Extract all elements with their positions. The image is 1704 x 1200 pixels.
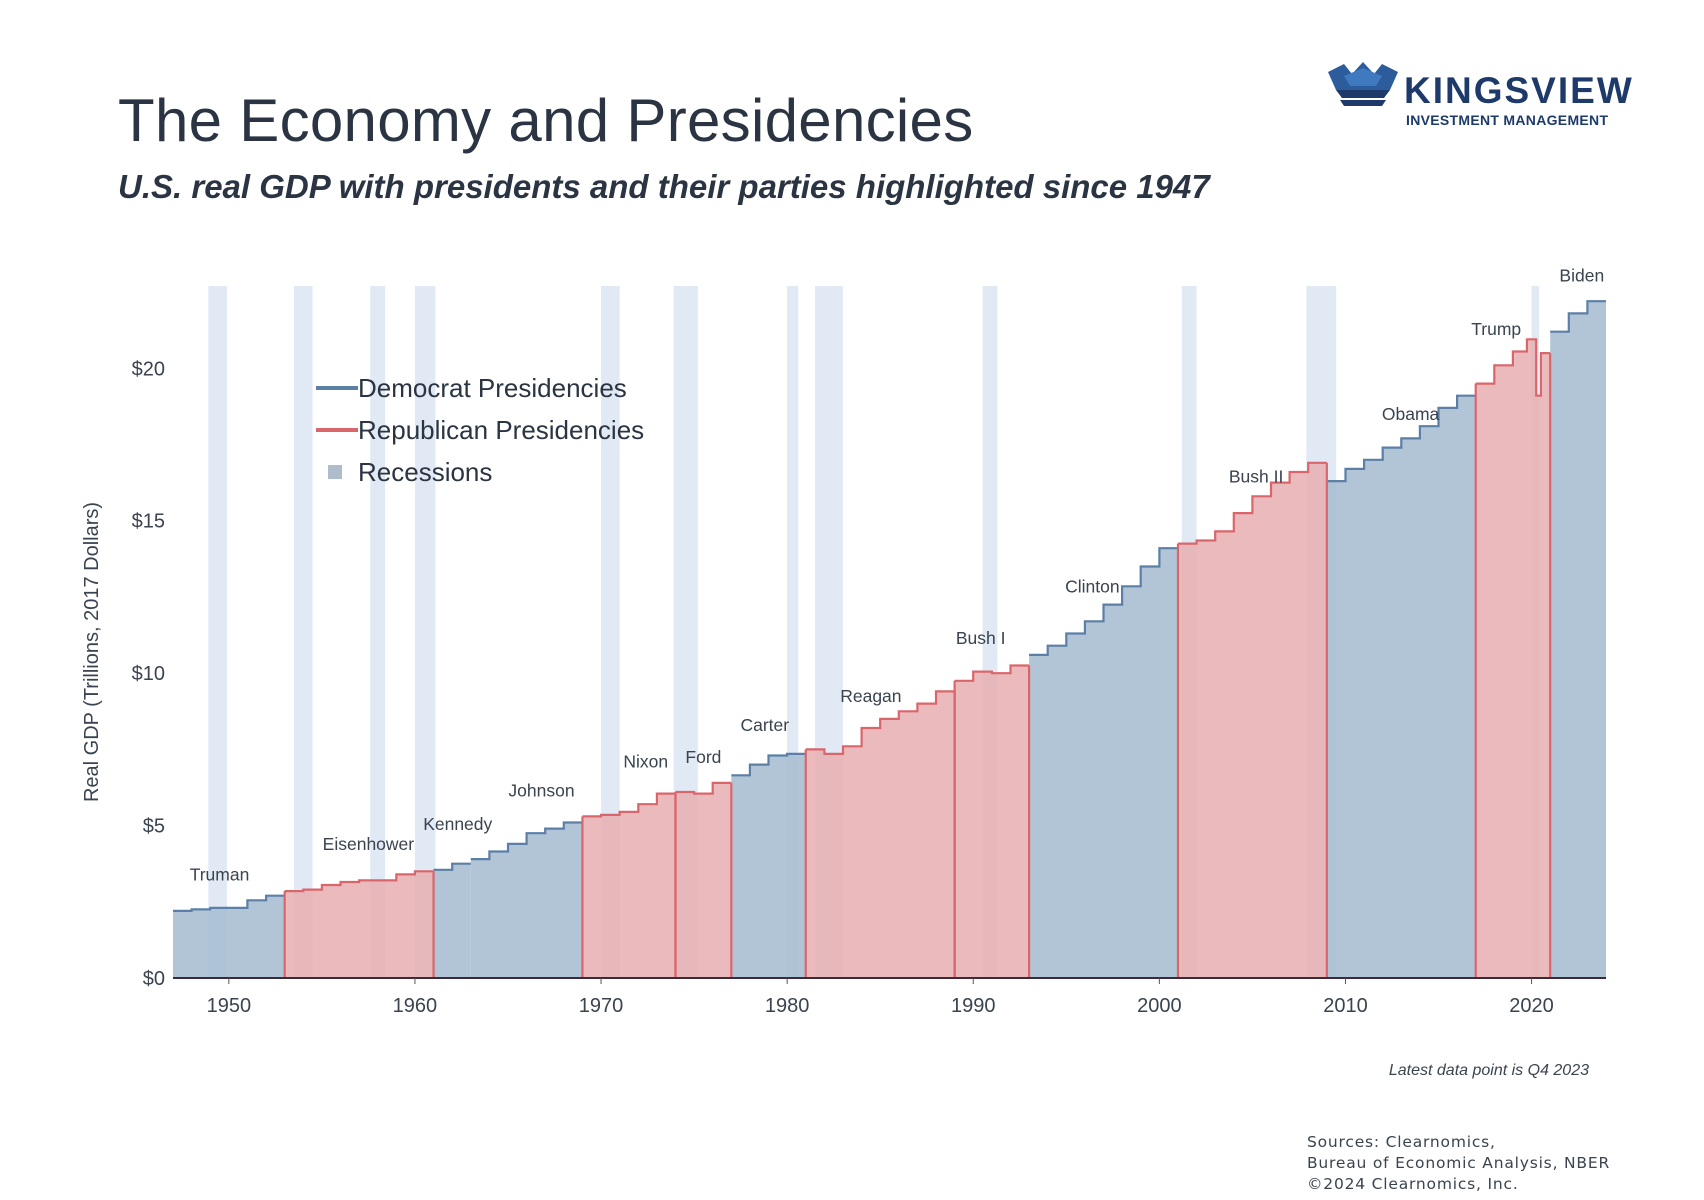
presidency-area-clinton — [1029, 548, 1178, 978]
x-tick-label: 1970 — [579, 995, 624, 1017]
x-tick-label: 1960 — [393, 995, 438, 1017]
presidency-boundaries — [283, 353, 1552, 978]
x-tick-label: 1980 — [765, 995, 810, 1017]
president-label: Biden — [1559, 265, 1604, 285]
presidency-area-carter — [731, 753, 806, 978]
president-label: Kennedy — [423, 814, 492, 834]
presidency-area-trump — [1475, 339, 1551, 978]
crown-icon — [1328, 62, 1398, 106]
x-tick-label: 1990 — [951, 995, 996, 1017]
president-label: Bush II — [1229, 467, 1283, 487]
presidency-area-truman — [173, 895, 285, 978]
y-tick-label: $20 — [132, 358, 165, 380]
sources-line: Bureau of Economic Analysis, NBER — [1307, 1154, 1611, 1172]
presidency-area-ford — [675, 782, 732, 978]
chart-subtitle: U.S. real GDP with presidents and their … — [118, 168, 1210, 205]
president-label: Truman — [190, 864, 250, 884]
presidency-area-bush-i — [954, 665, 1030, 978]
gdp-line-segment — [1326, 394, 1476, 483]
x-axis-ticks: 1950 1960 1970 1980 1990 2000 2010 2020 — [207, 978, 1554, 1017]
gdp-line-segment — [582, 792, 676, 818]
x-tick-label: 1950 — [207, 995, 252, 1017]
president-label: Reagan — [840, 686, 901, 706]
presidency-area-obama — [1326, 395, 1476, 978]
legend-label: Recessions — [358, 457, 492, 487]
y-tick-label: $10 — [132, 663, 165, 685]
x-tick-label: 2020 — [1509, 995, 1554, 1017]
president-label: Carter — [740, 715, 789, 735]
gdp-line-segment — [675, 781, 732, 795]
president-label: Bush I — [956, 628, 1006, 648]
y-tick-label: $0 — [143, 968, 165, 990]
y-axis-ticks: $0 $5 $10 $15 $20 — [132, 358, 165, 990]
recession-band — [208, 286, 227, 978]
presidency-area-bush-ii — [1178, 462, 1327, 978]
sources-line: Sources: Clearnomics, — [1307, 1133, 1496, 1151]
presidency-lines — [173, 300, 1606, 912]
gdp-line-segment — [1029, 547, 1178, 656]
recession-band — [370, 286, 386, 978]
x-tick-label: 2010 — [1323, 995, 1368, 1017]
president-label: Eisenhower — [323, 834, 415, 854]
gdp-line-segment — [954, 664, 1030, 682]
gdp-line-segment — [433, 862, 471, 871]
gdp-line-segment — [731, 752, 806, 777]
gdp-line-segment — [1178, 461, 1327, 545]
presidency-area-eisenhower — [284, 871, 434, 978]
legend-label: Democrat Presidencies — [358, 373, 627, 403]
president-label: Trump — [1471, 319, 1521, 339]
presidency-area-kennedy — [433, 863, 471, 978]
sources-block: Sources: Clearnomics, Bureau of Economic… — [1307, 1132, 1610, 1195]
president-label: Clinton — [1065, 576, 1119, 596]
presidency-area-reagan — [805, 691, 955, 978]
presidency-area-biden — [1550, 301, 1606, 978]
president-label: Johnson — [508, 781, 574, 801]
gdp-line-segment — [1475, 338, 1551, 397]
latest-data-note: Latest data point is Q4 2023 — [1388, 1062, 1589, 1079]
kingsview-logo: KINGSVIEW INVESTMENT MANAGEMENT — [1326, 62, 1632, 132]
logo-tagline: INVESTMENT MANAGEMENT — [1406, 112, 1609, 128]
president-label: Obama — [1382, 404, 1440, 424]
presidency-area-nixon — [582, 793, 676, 978]
x-tick-label: 2000 — [1137, 995, 1182, 1017]
y-tick-label: $15 — [132, 511, 165, 533]
y-axis-label: Real GDP (Trillions, 2017 Dollars) — [81, 502, 103, 802]
y-tick-label: $5 — [143, 816, 165, 838]
gdp-line-segment — [470, 821, 583, 861]
recession-band — [601, 286, 620, 978]
gdp-line-segment — [173, 894, 285, 912]
presidency-area-johnson — [470, 822, 583, 978]
legend-swatch — [328, 465, 342, 479]
president-labels: Truman Eisenhower Kennedy Johnson Nixon Ford C… — [190, 265, 1604, 884]
president-label: Nixon — [623, 752, 668, 772]
gdp-line-segment — [805, 690, 955, 755]
recession-band — [787, 286, 799, 978]
chart-title: The Economy and Presidencies — [118, 87, 974, 154]
gdp-line-segment — [1550, 300, 1606, 333]
copyright-line: ©2024 Clearnomics, Inc. — [1307, 1175, 1519, 1193]
president-label: Ford — [685, 747, 721, 767]
legend: Democrat Presidencies Republican Presiden… — [316, 373, 644, 487]
legend-label: Republican Presidencies — [358, 415, 644, 445]
gdp-line-segment — [284, 870, 434, 893]
logo-brand-name: KINGSVIEW — [1404, 70, 1634, 111]
recession-band — [293, 286, 313, 978]
recession-band — [414, 286, 436, 978]
presidency-areas — [173, 301, 1606, 978]
